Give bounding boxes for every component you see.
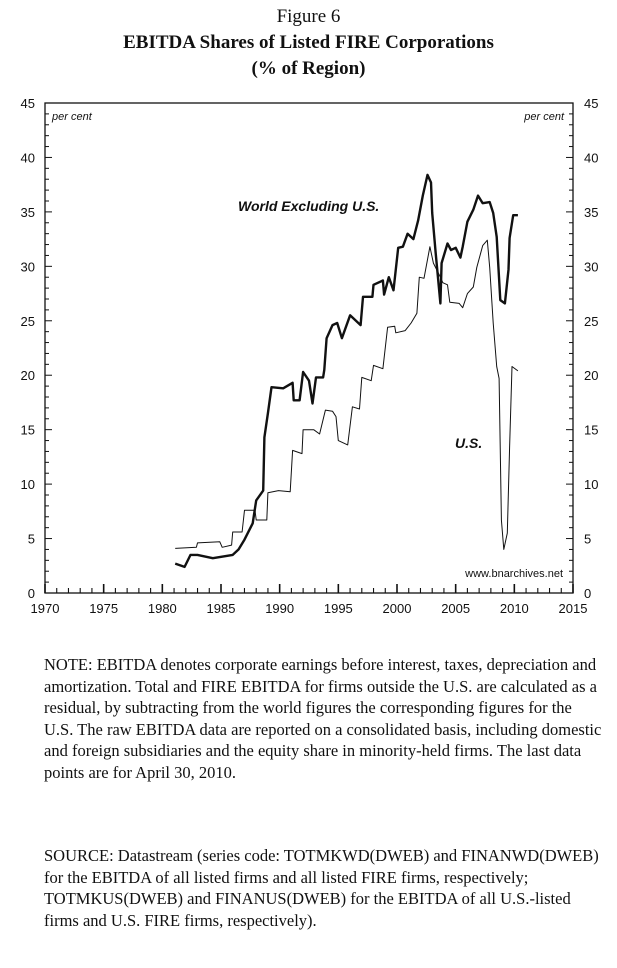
y-tick-label-left: 0 xyxy=(28,586,35,601)
y-tick-label-right: 30 xyxy=(584,259,598,274)
y-tick-label-right: 15 xyxy=(584,423,598,438)
chart-title: EBITDA Shares of Listed FIRE Corporation… xyxy=(123,32,494,53)
y-tick-label-left: 35 xyxy=(21,205,35,220)
source-text: SOURCE: Datastream (series code: TOTMKWD… xyxy=(44,846,599,930)
y-tick-label-right: 45 xyxy=(584,96,598,111)
watermark: www.bnarchives.net xyxy=(464,568,563,580)
x-tick-label: 2005 xyxy=(441,601,470,616)
y-tick-label-right: 0 xyxy=(584,586,591,601)
note-text: NOTE: EBITDA denotes corporate earnings … xyxy=(44,655,602,782)
y-tick-label-right: 5 xyxy=(584,532,591,547)
y-tick-label-left: 10 xyxy=(21,477,35,492)
y-tick-label-left: 45 xyxy=(21,96,35,111)
series-line-world-ex-us xyxy=(174,173,518,569)
y-tick-label-right: 35 xyxy=(584,205,598,220)
y-tick-label-left: 20 xyxy=(21,368,35,383)
y-tick-label-left: 40 xyxy=(21,150,35,165)
chart: 1970 1975 1980 1985 1990 1995 2000 2005 2010 2015… xyxy=(21,96,599,616)
figure-label: Figure 6 xyxy=(276,6,341,27)
x-tick-label: 1970 xyxy=(31,601,60,616)
y-tick-label-right: 10 xyxy=(584,477,598,492)
series-label-us: U.S. xyxy=(455,435,482,451)
x-tick-label: 1985 xyxy=(207,601,236,616)
y-tick-label-left: 5 xyxy=(28,532,35,547)
x-tick-label: 2015 xyxy=(559,601,588,616)
y-unit-left: per cent xyxy=(51,111,93,123)
y-unit-right: per cent xyxy=(523,111,565,123)
y-tick-label-right: 20 xyxy=(584,368,598,383)
x-tick-label: 1990 xyxy=(265,601,294,616)
chart-subtitle: (% of Region) xyxy=(251,58,366,79)
series-label-world: World Excluding U.S. xyxy=(238,198,379,214)
x-tick-label: 1975 xyxy=(89,601,118,616)
y-tick-label-left: 25 xyxy=(21,314,35,329)
y-tick-label-right: 25 xyxy=(584,314,598,329)
plot-frame xyxy=(44,102,574,594)
y-tick-label-left: 30 xyxy=(21,259,35,274)
x-tick-label: 2000 xyxy=(383,601,412,616)
series-line-us xyxy=(175,239,519,550)
x-tick-label: 2010 xyxy=(500,601,529,616)
y-tick-label-right: 40 xyxy=(584,150,598,165)
y-tick-label-left: 15 xyxy=(21,423,35,438)
x-tick-label: 1980 xyxy=(148,601,177,616)
x-tick-label: 1995 xyxy=(324,601,353,616)
